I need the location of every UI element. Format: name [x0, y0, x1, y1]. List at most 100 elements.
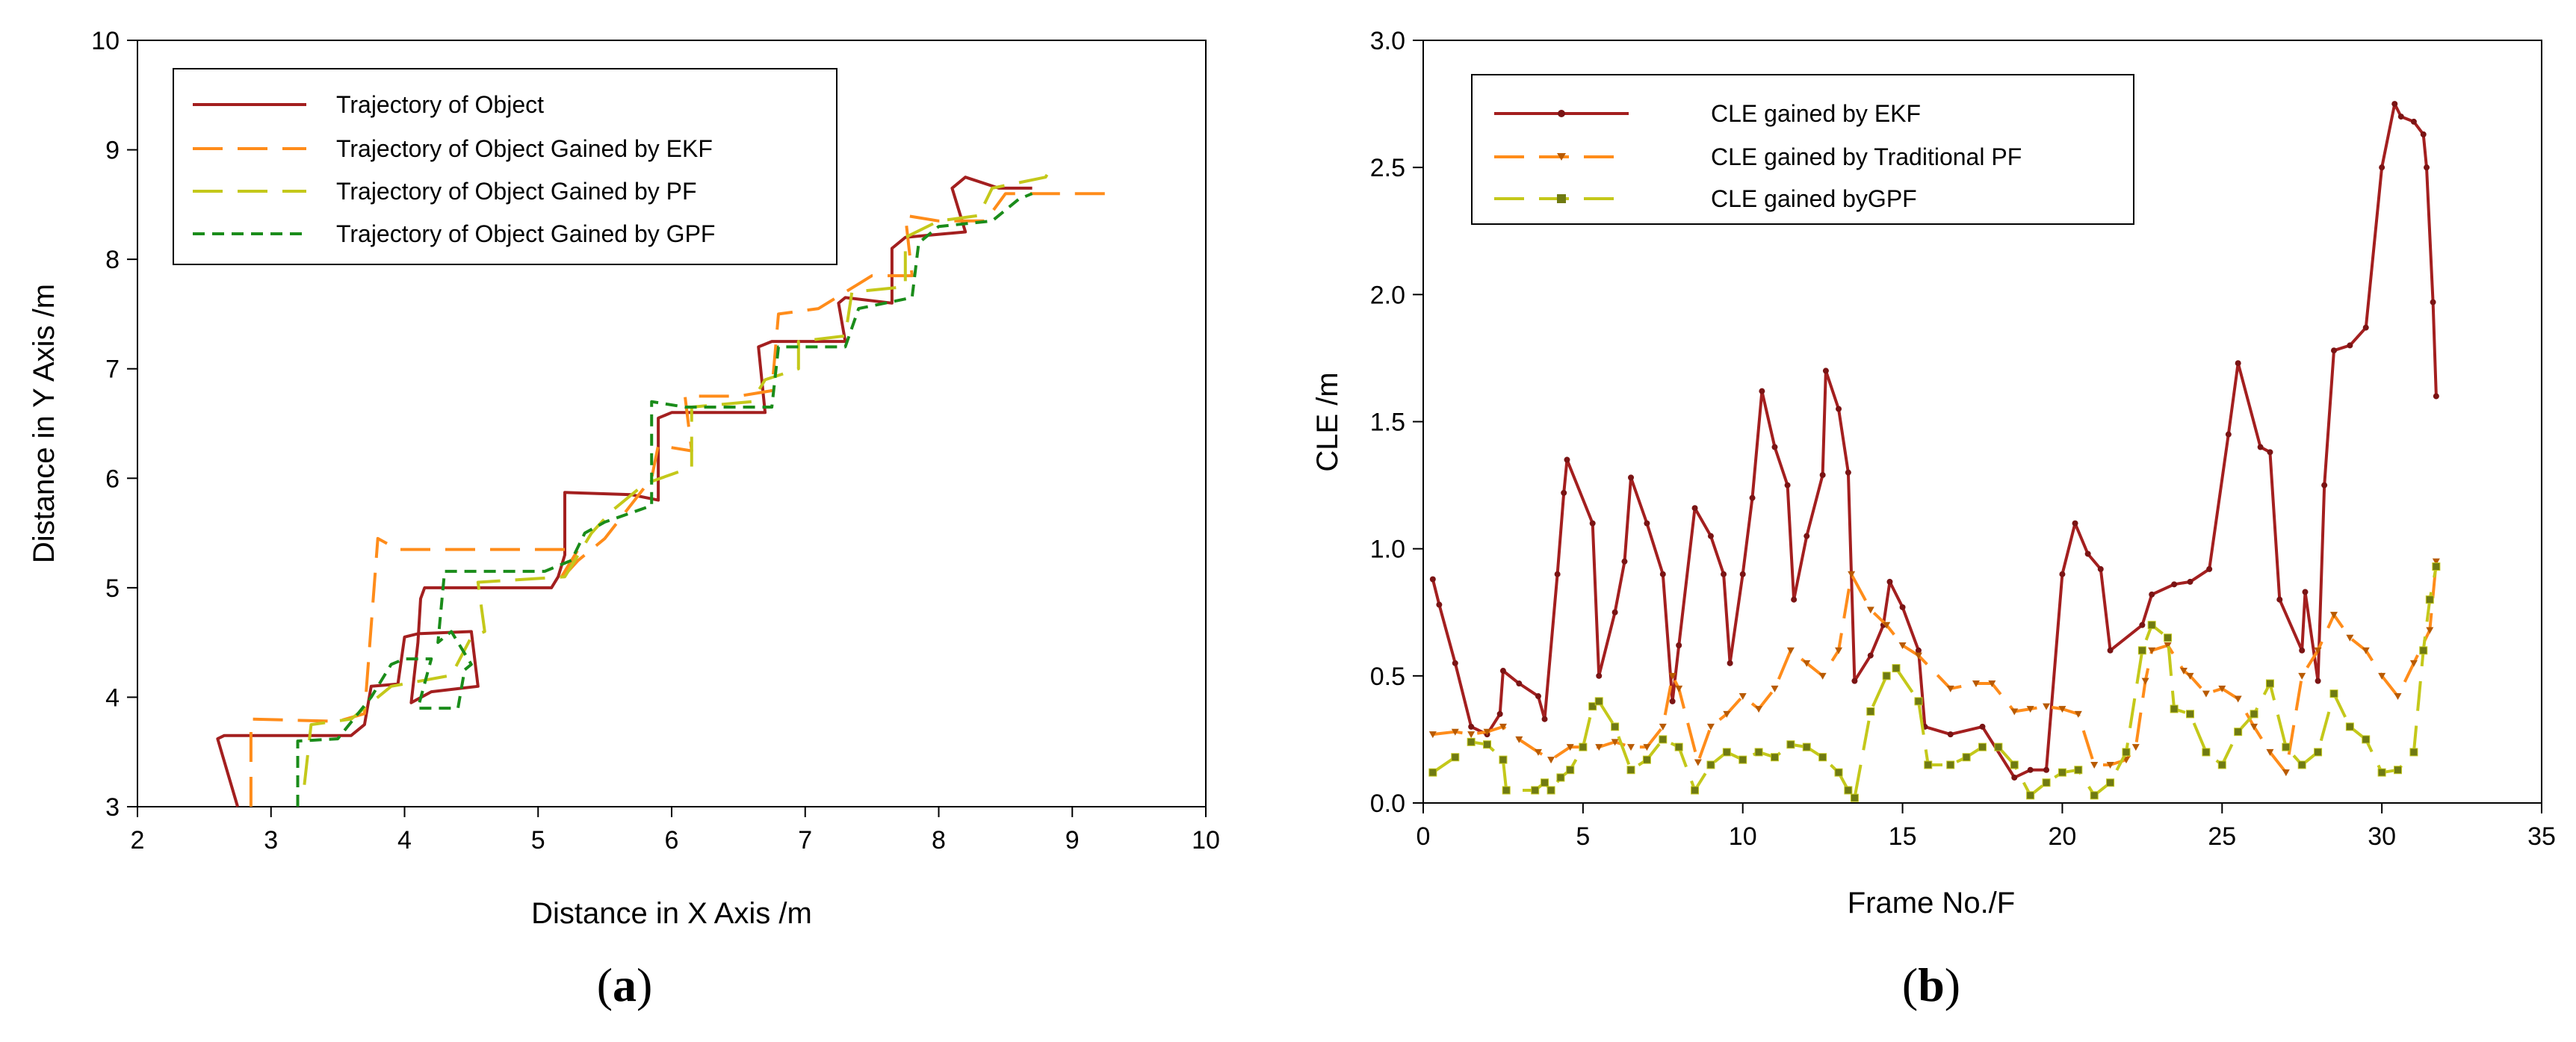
panel-b-legend-label-gpf: CLE gained byGPF	[1711, 185, 1917, 212]
panel-a-x-tick-label: 6	[665, 826, 679, 855]
panel-b-series-1-point	[1611, 609, 1618, 615]
panel-a-x-tick-label: 3	[264, 826, 278, 855]
panel-b-series-1-point	[2267, 449, 2273, 456]
panel-b-series-3-point	[2074, 766, 2083, 775]
panel-b-series-3-point	[1914, 697, 1923, 706]
panel-a-x-tick-label: 9	[1065, 826, 1080, 855]
panel-b-series-2-point	[1883, 621, 1891, 629]
panel-a-y-tick-label: 5	[105, 574, 120, 603]
panel-a-x-ticks: 2 3 4 5 6 7 8 9 10	[131, 807, 1220, 855]
panel-b-series-1-point	[1771, 444, 1778, 450]
panel-b-series-1-point	[1676, 642, 1682, 648]
panel-b-x-tick-label: 30	[2368, 822, 2396, 851]
panel-b-series-2-point	[2234, 695, 2242, 703]
panel-b-series-3-point	[1962, 753, 1971, 762]
panel-b-series-2-point	[2131, 744, 2140, 751]
panel-b-series-1-point	[2276, 596, 2283, 603]
panel-b-series-2-point	[2010, 708, 2019, 716]
panel-b-series-3-point	[1611, 722, 1620, 731]
panel-b-series-3-point	[1818, 753, 1827, 762]
panel-b-series-1-point	[1899, 604, 1906, 610]
panel-b-series-1-point	[1535, 693, 1541, 700]
panel-b-series-2-point	[1675, 685, 1683, 692]
panel-a-caption: (a)	[597, 958, 653, 1011]
panel-b-series-1-point	[2362, 324, 2369, 331]
panel-a-y-tick-label: 10	[91, 27, 120, 55]
panel-b-series-2-point	[1534, 748, 1542, 756]
panel-b-series-1-point	[1554, 571, 1561, 577]
panel-b-series-1-point	[1947, 731, 1954, 738]
panel-b-series-1-point	[1468, 723, 1475, 730]
panel-b-legend: CLE gained by EKF CLE gained by Traditio…	[1471, 74, 2134, 225]
panel-b-series-1-point	[1429, 576, 1436, 583]
panel-b-series-3-point	[2234, 728, 2243, 736]
panel-b-series-1-point	[2302, 589, 2309, 595]
panel-b-series-2-point	[2202, 690, 2210, 698]
panel-b-series-2-point	[1515, 736, 1523, 743]
panel-b-series-lines	[1428, 101, 2441, 802]
panel-b-series-1-point	[2235, 360, 2241, 367]
panel-b-series-1-point	[1759, 388, 1765, 394]
panel-a-y-axis-label: Distance in Y Axis /m	[28, 284, 61, 563]
panel-b-series-1-point	[2257, 444, 2264, 450]
panel-b-series-2-point	[1848, 571, 1856, 578]
panel-b-series-3-point	[1483, 740, 1492, 749]
panel-b-series-3-point	[1626, 766, 1635, 775]
panel-b-series-2-point	[2432, 558, 2440, 565]
panel-b-series-3-point	[1834, 768, 1843, 777]
panel-b-series-2-point	[2148, 647, 2156, 654]
panel-b-series-3-point	[1850, 793, 1859, 802]
panel-b-series-3-point	[1892, 664, 1901, 673]
panel-b-series-3-point	[2026, 791, 2035, 800]
panel-b-series-2-point	[2362, 647, 2370, 654]
panel-b-series-1-point	[2206, 565, 2213, 572]
panel-b-series-1-point	[1561, 489, 1567, 496]
panel-b-y-tick-label: 1.5	[1370, 409, 1405, 437]
panel-b-series-1-point	[1819, 471, 1826, 478]
panel-b-series-2-point	[1818, 672, 1827, 680]
panel-b-x-tick-label: 0	[1417, 822, 1431, 851]
panel-b-series-2-point	[2179, 668, 2188, 675]
panel-b-series-3-point	[1882, 672, 1891, 680]
panel-a-y-tick-label: 9	[105, 137, 120, 165]
panel-b-series-1-point	[1541, 716, 1548, 722]
panel-a-y-tick-label: 7	[105, 356, 120, 384]
panel-b-series-3-point	[2362, 735, 2371, 744]
panel-b-series-2-point	[1547, 757, 1555, 764]
panel-a-legend-box	[173, 68, 837, 265]
panel-a-caption-letter: a	[613, 958, 637, 1011]
panel-b-legend-label-pf: CLE gained by Traditional PF	[1711, 143, 2022, 170]
panel-b-series-1-point	[2084, 551, 2091, 557]
panel-a-series-lines	[216, 165, 1112, 807]
panel-b-series-1-point	[1739, 571, 1746, 577]
panel-b-series-3-point	[1531, 786, 1540, 795]
panel-b-series-3-point	[1579, 742, 1588, 751]
panel-b-series-3-point	[2265, 679, 2274, 688]
panel-b-series-2-point	[1483, 728, 1491, 736]
panel-b-series-2-point	[1914, 652, 1922, 660]
panel-b-series-3-point	[1691, 786, 1700, 795]
panel-b-series-3-point	[1642, 755, 1651, 764]
panel-b-series-1-point	[2059, 571, 2066, 577]
panel-b-series-3-point	[2147, 621, 2156, 630]
panel-b-series-3-point	[1978, 742, 1987, 751]
panel-b-series-3-point	[2282, 742, 2291, 751]
panel-b-y-ticks: 0.0 0.5 1.0 1.5 2.0 2.5 3.0	[1370, 27, 1423, 818]
panel-b-series-3-point	[1502, 786, 1511, 795]
panel-b-series-3-point	[1428, 768, 1437, 777]
panel-b-series-2-point	[1988, 680, 1996, 688]
panel-b-series-1-point	[1721, 571, 1727, 577]
panel-b-series-2-point	[2394, 693, 2402, 701]
panel-b-series-1-point	[2097, 565, 2104, 572]
panel-b-series-3-point	[1706, 760, 1715, 769]
panel-b-series-2-point	[2090, 761, 2099, 769]
panel-b-series-3-point	[1499, 755, 1508, 764]
panel-b-series-3-point	[1556, 773, 1565, 782]
panel-b-series-2-point	[1659, 723, 1667, 731]
panel-b-series-3-point	[2297, 760, 2306, 769]
panel-a-legend-label-ekf: Trajectory of Object Gained by EKF	[336, 135, 713, 162]
panel-b-caption-letter: b	[1918, 958, 1945, 1011]
panel-b-series-2-point	[2218, 685, 2226, 692]
panel-b-y-tick-label: 1.0	[1370, 536, 1405, 564]
panel-b-x-axis-label: Frame No./F	[1848, 887, 2015, 919]
